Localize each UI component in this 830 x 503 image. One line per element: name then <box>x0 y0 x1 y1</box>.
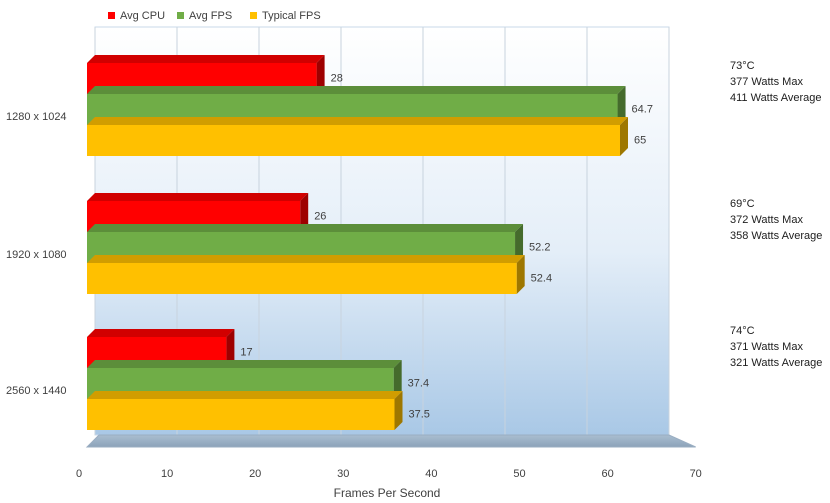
bar-top-face <box>87 391 403 399</box>
annotation-0-0: 73°C <box>730 60 755 72</box>
bar-side-face <box>300 193 309 232</box>
annotation-1-0: 69°C <box>730 198 755 210</box>
value-label-2-1: 37.4 <box>408 378 429 390</box>
x-tick-label-0: 0 <box>76 468 82 480</box>
annotation-0-1: 377 Watts Max <box>730 76 803 88</box>
value-label-1-2: 52.4 <box>531 273 552 285</box>
x-tick-label-3: 30 <box>337 468 349 480</box>
category-label-2: 2560 x 1440 <box>6 385 67 397</box>
annotation-2-1: 371 Watts Max <box>730 341 803 353</box>
annotation-1-1: 372 Watts Max <box>730 214 803 226</box>
x-axis-ticks: 0 10 20 30 40 50 60 70 <box>76 468 702 480</box>
bar-top-face <box>87 86 626 94</box>
legend-swatch-1 <box>177 12 184 19</box>
value-label-1-0: 26 <box>314 211 326 223</box>
bar-top-face <box>87 255 525 263</box>
value-label-2-2: 37.5 <box>409 409 430 421</box>
annotations: 73°C 377 Watts Max 411 Watts Average 69°C 37… <box>730 60 822 369</box>
x-tick-label-5: 50 <box>513 468 525 480</box>
x-tick-label-2: 20 <box>249 468 261 480</box>
value-labels: 28 64.7 65 26 52.2 52.4 17 37.4 37.5 <box>240 73 653 421</box>
value-label-0-0: 28 <box>331 73 343 85</box>
bar-0-2 <box>87 117 628 156</box>
annotation-2-2: 321 Watts Average <box>730 357 822 369</box>
bar-top-face <box>87 329 235 337</box>
x-tick-label-6: 60 <box>601 468 613 480</box>
value-label-0-1: 64.7 <box>632 104 653 116</box>
bar-side-face <box>617 86 626 125</box>
category-label-0: 1280 x 1024 <box>6 111 67 123</box>
x-tick-label-4: 40 <box>425 468 437 480</box>
bar-side-face <box>316 55 325 94</box>
x-tick-label-1: 10 <box>161 468 173 480</box>
bar-top-face <box>87 360 402 368</box>
annotation-1-2: 358 Watts Average <box>730 230 822 242</box>
bar-top-face <box>87 117 628 125</box>
value-label-0-2: 65 <box>634 135 646 147</box>
annotation-2-0: 74°C <box>730 325 755 337</box>
bars <box>87 55 628 430</box>
bar-side-face <box>516 255 525 294</box>
bar-front-face <box>87 263 517 294</box>
plot-floor <box>85 434 696 448</box>
bar-top-face <box>87 55 325 63</box>
bar-side-face <box>394 391 403 430</box>
bar-top-face <box>87 193 309 201</box>
bar-2-2 <box>87 391 403 430</box>
legend-swatch-0 <box>108 12 115 19</box>
value-label-1-1: 52.2 <box>529 242 550 254</box>
bar-side-face <box>226 329 235 368</box>
bar-front-face <box>87 399 395 430</box>
category-label-1: 1920 x 1080 <box>6 249 67 261</box>
bar-top-face <box>87 224 524 232</box>
x-tick-label-7: 70 <box>690 468 702 480</box>
bar-side-face <box>515 224 524 263</box>
legend-swatch-2 <box>250 12 257 19</box>
legend: Avg CPU Avg FPS Typical FPS <box>108 10 321 22</box>
annotation-0-2: 411 Watts Average <box>730 92 822 104</box>
bar-side-face <box>620 117 628 156</box>
legend-label-1: Avg FPS <box>189 10 232 22</box>
legend-label-2: Typical FPS <box>262 10 321 22</box>
category-labels: 1280 x 1024 1920 x 1080 2560 x 1440 <box>6 111 67 397</box>
legend-label-0: Avg CPU <box>120 10 165 22</box>
bar-front-face <box>87 125 620 156</box>
value-label-2-0: 17 <box>240 347 252 359</box>
bar-1-2 <box>87 255 525 294</box>
bar-side-face <box>393 360 402 399</box>
x-axis-title: Frames Per Second <box>334 486 441 500</box>
